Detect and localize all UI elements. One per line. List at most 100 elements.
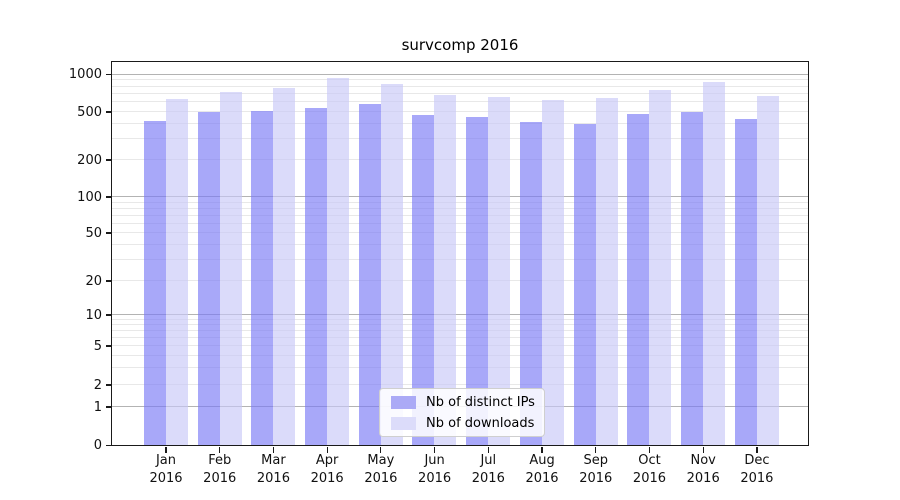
bar-distinct-ips-nov bbox=[680, 111, 703, 446]
x-tick-mark bbox=[272, 446, 275, 453]
bar-downloads-jun bbox=[434, 94, 457, 446]
x-tick-label-year: 2016 bbox=[471, 470, 505, 486]
y-tick-mark bbox=[105, 111, 112, 113]
x-tick-mark bbox=[541, 446, 543, 453]
x-tick-mark bbox=[219, 446, 221, 453]
y-tick-label: 200 bbox=[77, 152, 102, 168]
bar-distinct-ips-feb bbox=[197, 112, 220, 446]
chart-title: survcomp 2016 bbox=[401, 36, 519, 54]
y-tick-label: 1000 bbox=[68, 67, 102, 82]
y-tick-mark bbox=[105, 314, 112, 316]
gridline-minor bbox=[112, 319, 809, 320]
x-tick-mark bbox=[380, 446, 382, 453]
gridline-minor bbox=[112, 354, 809, 356]
x-tick-mark bbox=[648, 446, 651, 453]
x-tick-label-year: 2016 bbox=[740, 470, 774, 486]
x-tick-mark bbox=[434, 446, 436, 453]
bar-downloads-may bbox=[380, 84, 403, 446]
gridline-minor bbox=[112, 280, 809, 282]
y-tick-mark bbox=[105, 280, 112, 282]
x-tick-label: Apr 2016 bbox=[297, 452, 357, 487]
y-tick-label: 50 bbox=[85, 225, 102, 241]
gridline-minor bbox=[112, 243, 809, 245]
bar-distinct-ips-apr bbox=[304, 107, 327, 446]
gridline-minor bbox=[112, 201, 809, 203]
x-tick-label-year: 2016 bbox=[632, 470, 667, 486]
gridline-minor bbox=[112, 384, 809, 386]
legend-label-distinct-ips: Nb of distinct IPs bbox=[426, 394, 535, 410]
y-tick-label: 2 bbox=[93, 377, 102, 393]
bar-downloads-sep bbox=[595, 98, 618, 446]
gridline-minor bbox=[112, 337, 809, 339]
x-tick-label: Oct 2016 bbox=[619, 452, 679, 487]
gridline-minor bbox=[112, 330, 809, 332]
y-tick-mark bbox=[105, 406, 112, 408]
y-tick-label: 10 bbox=[85, 307, 102, 323]
x-tick-label-year: 2016 bbox=[203, 470, 237, 486]
gridline-minor bbox=[112, 222, 809, 224]
x-tick-label: Mar 2016 bbox=[243, 452, 303, 487]
x-tick-mark bbox=[595, 446, 597, 453]
bar-distinct-ips-mar bbox=[251, 110, 274, 446]
gridline-minor bbox=[112, 259, 809, 261]
x-tick-label: Nov 2016 bbox=[673, 452, 733, 487]
y-tick-label: 20 bbox=[85, 273, 102, 289]
y-tick-label: 1 bbox=[93, 399, 102, 415]
bar-distinct-ips-may bbox=[358, 104, 381, 446]
bar-downloads-nov bbox=[702, 81, 725, 446]
y-tick-mark bbox=[105, 444, 112, 447]
bar-downloads-mar bbox=[273, 88, 296, 446]
legend-item-downloads: Nb of downloads bbox=[391, 415, 544, 431]
x-tick-label-year: 2016 bbox=[149, 470, 183, 486]
legend: Nb of distinct IPs Nb of downloads bbox=[379, 388, 545, 437]
gridline-minor bbox=[112, 214, 809, 216]
y-tick-mark bbox=[105, 73, 112, 76]
bar-downloads-jan bbox=[165, 99, 188, 446]
y-tick-mark bbox=[105, 159, 112, 161]
x-tick-label-year: 2016 bbox=[686, 470, 720, 486]
x-tick-mark bbox=[165, 446, 167, 453]
y-tick-label: 0 bbox=[93, 438, 102, 453]
legend-label-downloads: Nb of downloads bbox=[426, 415, 535, 431]
x-tick-label-year: 2016 bbox=[579, 470, 613, 486]
gridline-minor bbox=[112, 324, 809, 326]
gridline-minor bbox=[112, 111, 809, 113]
x-tick-label: Jun 2016 bbox=[405, 452, 465, 487]
y-tick-mark bbox=[105, 384, 112, 386]
x-tick-label: Dec 2016 bbox=[727, 452, 787, 487]
gridline-minor bbox=[112, 101, 809, 103]
x-tick-label-year: 2016 bbox=[525, 470, 559, 486]
bar-distinct-ips-jan bbox=[143, 120, 166, 446]
bar-distinct-ips-jun bbox=[412, 115, 435, 446]
gridline-minor bbox=[112, 159, 809, 161]
bar-downloads-feb bbox=[219, 92, 242, 446]
y-tick-mark bbox=[105, 345, 112, 347]
x-tick-label-year: 2016 bbox=[364, 470, 398, 486]
bar-distinct-ips-sep bbox=[573, 123, 596, 446]
bar-downloads-oct bbox=[649, 89, 672, 446]
gridline-major bbox=[112, 73, 809, 75]
legend-swatch-downloads bbox=[391, 416, 416, 430]
gridline-minor bbox=[112, 232, 809, 234]
bar-distinct-ips-jul bbox=[466, 117, 489, 446]
gridline-minor bbox=[112, 93, 809, 95]
bar-downloads-jul bbox=[488, 97, 511, 446]
x-tick-label: Jan 2016 bbox=[136, 452, 196, 487]
x-tick-label: Feb 2016 bbox=[190, 452, 250, 487]
gridline-minor bbox=[112, 122, 809, 124]
gridline-minor bbox=[112, 207, 809, 209]
x-tick-mark bbox=[702, 446, 704, 453]
x-tick-mark bbox=[756, 446, 758, 453]
bar-distinct-ips-oct bbox=[627, 113, 650, 446]
x-tick-label: Sep 2016 bbox=[566, 452, 626, 487]
gridline-major bbox=[112, 314, 809, 316]
bar-downloads-apr bbox=[326, 78, 349, 446]
legend-item-distinct-ips: Nb of distinct IPs bbox=[391, 394, 544, 410]
x-tick-label-year: 2016 bbox=[310, 470, 344, 486]
legend-swatch-distinct-ips bbox=[391, 395, 416, 409]
gridline-minor bbox=[112, 85, 809, 87]
bar-downloads-dec bbox=[756, 95, 779, 446]
gridline-major bbox=[112, 196, 809, 198]
y-tick-label: 500 bbox=[77, 104, 102, 120]
x-tick-label-year: 2016 bbox=[256, 470, 290, 486]
